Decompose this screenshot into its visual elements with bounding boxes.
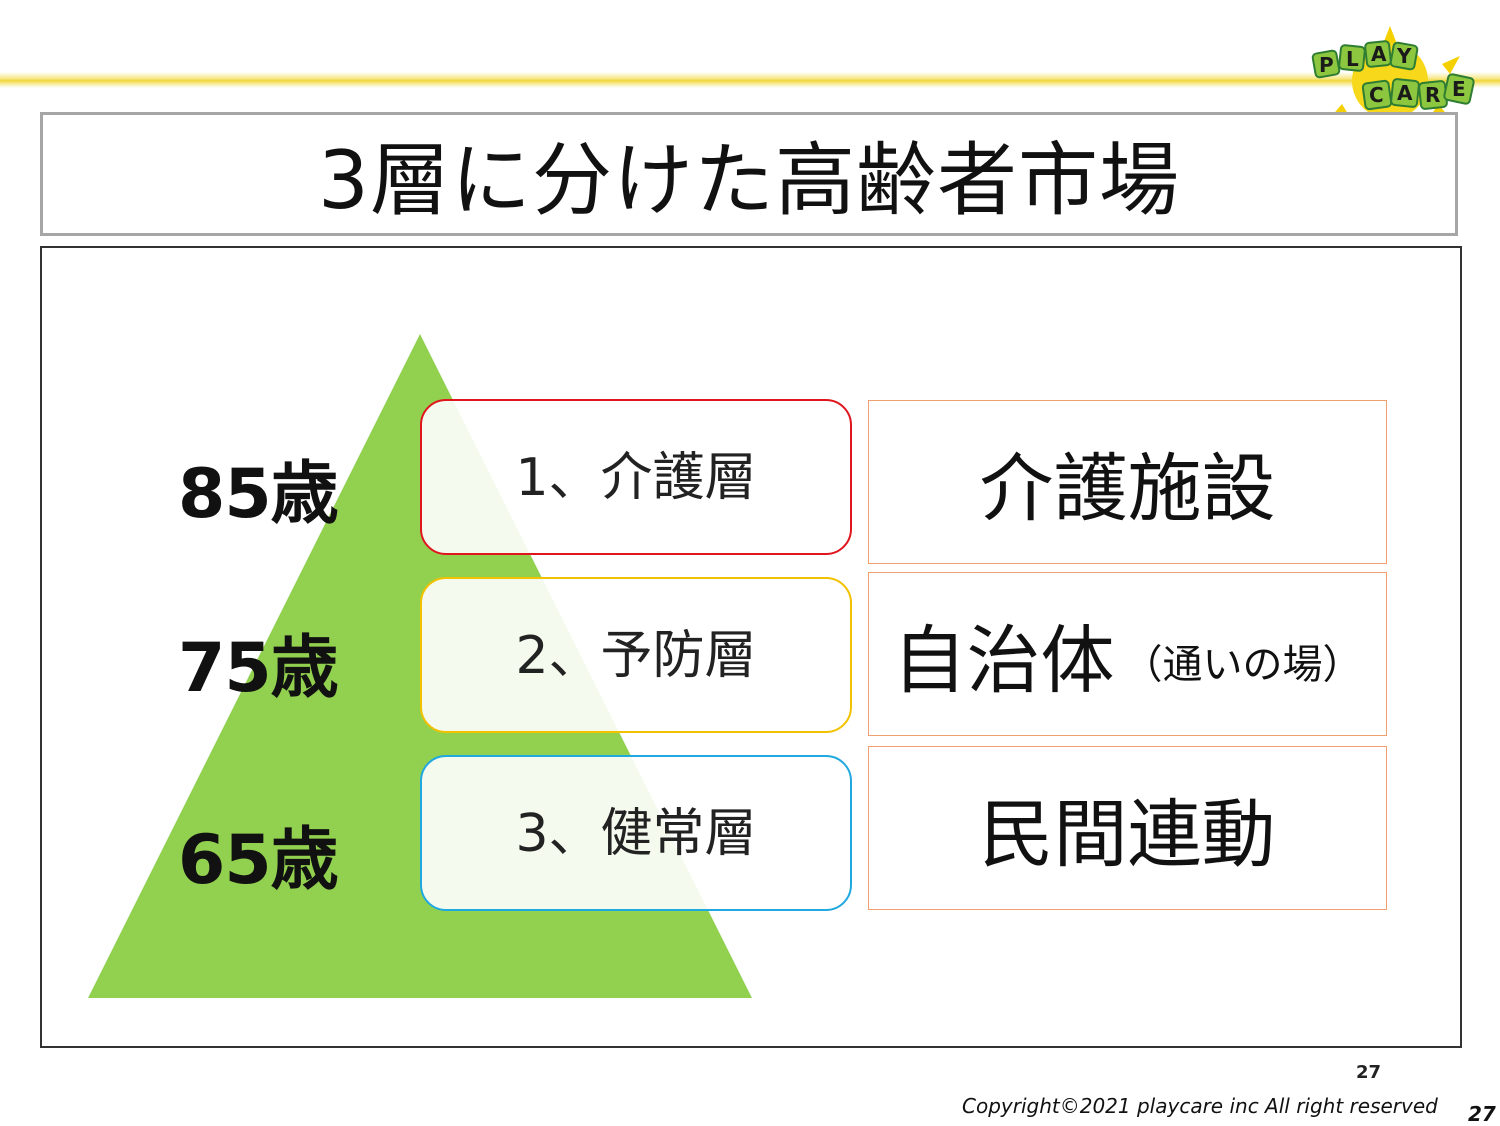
page-number: 27 <box>1356 1062 1382 1083</box>
age-label-75: 75歳 <box>178 629 339 708</box>
svg-text:A: A <box>1371 42 1387 66</box>
svg-text:Y: Y <box>1396 44 1412 68</box>
playcare-logo: P L A Y C A R E <box>1311 26 1475 136</box>
target-private-partnership-label: 民間連動 <box>979 791 1276 878</box>
age-label-65: 65歳 <box>178 821 339 900</box>
target-care-facility: 介護施設 <box>868 400 1387 564</box>
svg-text:A: A <box>1397 81 1413 105</box>
svg-text:P: P <box>1319 53 1334 77</box>
layer-healthy: 3、健常層 <box>420 755 852 911</box>
target-municipality: 自治体 （通いの場） <box>868 572 1387 736</box>
svg-text:R: R <box>1425 83 1440 107</box>
layer-care: 1、介護層 <box>420 399 852 555</box>
layer-healthy-label: 3、健常層 <box>515 803 757 864</box>
age-label-85: 85歳 <box>178 455 339 534</box>
corner-page-number: 27 <box>1468 1102 1496 1126</box>
page-title: 3層に分けた高齢者市場 <box>318 134 1180 227</box>
target-municipality-note: （通いの場） <box>1122 642 1363 688</box>
title-box: 3層に分けた高齢者市場 <box>40 112 1458 236</box>
target-care-facility-label: 介護施設 <box>979 445 1276 532</box>
layer-prevention: 2、予防層 <box>420 577 852 733</box>
copyright-notice: Copyright©2021 playcare inc All right re… <box>962 1094 1438 1118</box>
target-municipality-label: 自治体 <box>892 617 1115 704</box>
svg-text:C: C <box>1369 83 1384 107</box>
layer-prevention-label: 2、予防層 <box>515 625 757 686</box>
layer-care-label: 1、介護層 <box>515 447 757 508</box>
svg-text:E: E <box>1452 77 1466 101</box>
header-gold-band <box>0 72 1500 88</box>
target-private-partnership: 民間連動 <box>868 746 1387 910</box>
svg-text:L: L <box>1346 47 1359 71</box>
